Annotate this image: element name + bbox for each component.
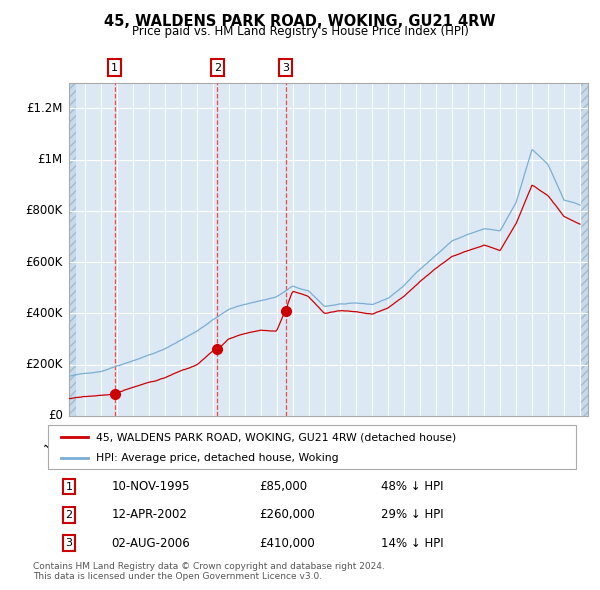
Text: £1.2M: £1.2M — [26, 101, 63, 114]
Text: 10-NOV-1995: 10-NOV-1995 — [112, 480, 190, 493]
Text: £200K: £200K — [25, 358, 63, 371]
Text: 1999: 1999 — [139, 428, 165, 454]
Text: HPI: Average price, detached house, Woking: HPI: Average price, detached house, Woki… — [95, 453, 338, 463]
Bar — [69, 83, 76, 416]
Text: 2008: 2008 — [283, 428, 308, 453]
Text: 2011: 2011 — [331, 428, 356, 453]
Text: 2010: 2010 — [315, 428, 340, 453]
Text: 48% ↓ HPI: 48% ↓ HPI — [380, 480, 443, 493]
Text: 2020: 2020 — [475, 428, 500, 453]
Text: 3: 3 — [65, 538, 73, 548]
Text: 2024: 2024 — [538, 428, 564, 453]
Text: 1998: 1998 — [123, 428, 149, 454]
Text: 1: 1 — [65, 481, 73, 491]
Text: 2003: 2003 — [203, 428, 229, 453]
Text: £410,000: £410,000 — [259, 536, 315, 549]
Text: 3: 3 — [283, 63, 289, 73]
Text: This data is licensed under the Open Government Licence v3.0.: This data is licensed under the Open Gov… — [33, 572, 322, 581]
Text: 2021: 2021 — [490, 428, 516, 453]
Text: 2014: 2014 — [379, 428, 404, 453]
Text: £0: £0 — [48, 409, 63, 422]
Text: 45, WALDENS PARK ROAD, WOKING, GU21 4RW (detached house): 45, WALDENS PARK ROAD, WOKING, GU21 4RW … — [95, 432, 456, 442]
Text: 2019: 2019 — [458, 428, 484, 453]
Text: 2004: 2004 — [219, 428, 245, 453]
Text: £600K: £600K — [25, 255, 63, 268]
Text: 1996: 1996 — [91, 428, 117, 454]
Text: Price paid vs. HM Land Registry's House Price Index (HPI): Price paid vs. HM Land Registry's House … — [131, 25, 469, 38]
Text: 12-APR-2002: 12-APR-2002 — [112, 508, 187, 522]
Bar — [581, 83, 588, 416]
Text: 29% ↓ HPI: 29% ↓ HPI — [380, 508, 443, 522]
Text: £400K: £400K — [25, 307, 63, 320]
Text: 1995: 1995 — [75, 428, 101, 454]
Text: 2015: 2015 — [395, 428, 421, 453]
Text: 2006: 2006 — [251, 428, 277, 453]
Text: 1994: 1994 — [59, 428, 85, 454]
Text: 2007: 2007 — [267, 428, 293, 453]
Text: 2: 2 — [65, 510, 73, 520]
Text: 1997: 1997 — [107, 428, 133, 454]
Text: 2025: 2025 — [554, 428, 580, 453]
Text: 2001: 2001 — [171, 428, 197, 453]
Text: 02-AUG-2006: 02-AUG-2006 — [112, 536, 190, 549]
Text: 1: 1 — [111, 63, 118, 73]
Text: £260,000: £260,000 — [259, 508, 315, 522]
Text: 2012: 2012 — [347, 428, 373, 453]
Text: 14% ↓ HPI: 14% ↓ HPI — [380, 536, 443, 549]
Text: 2009: 2009 — [299, 428, 325, 453]
Text: 2022: 2022 — [506, 428, 532, 453]
Text: 45, WALDENS PARK ROAD, WOKING, GU21 4RW: 45, WALDENS PARK ROAD, WOKING, GU21 4RW — [104, 14, 496, 28]
Text: 2017: 2017 — [427, 428, 452, 453]
Text: Contains HM Land Registry data © Crown copyright and database right 2024.: Contains HM Land Registry data © Crown c… — [33, 562, 385, 571]
Text: 2000: 2000 — [155, 428, 181, 453]
Text: £1M: £1M — [38, 153, 63, 166]
Text: 1993: 1993 — [43, 428, 69, 454]
Text: 2013: 2013 — [362, 428, 388, 453]
Text: 2018: 2018 — [443, 428, 468, 453]
Text: 2002: 2002 — [187, 428, 213, 453]
Text: 2016: 2016 — [410, 428, 436, 453]
Text: 2023: 2023 — [523, 428, 548, 453]
Text: 2: 2 — [214, 63, 221, 73]
Text: £85,000: £85,000 — [259, 480, 307, 493]
Text: 2005: 2005 — [235, 428, 260, 453]
Text: £800K: £800K — [26, 204, 63, 217]
